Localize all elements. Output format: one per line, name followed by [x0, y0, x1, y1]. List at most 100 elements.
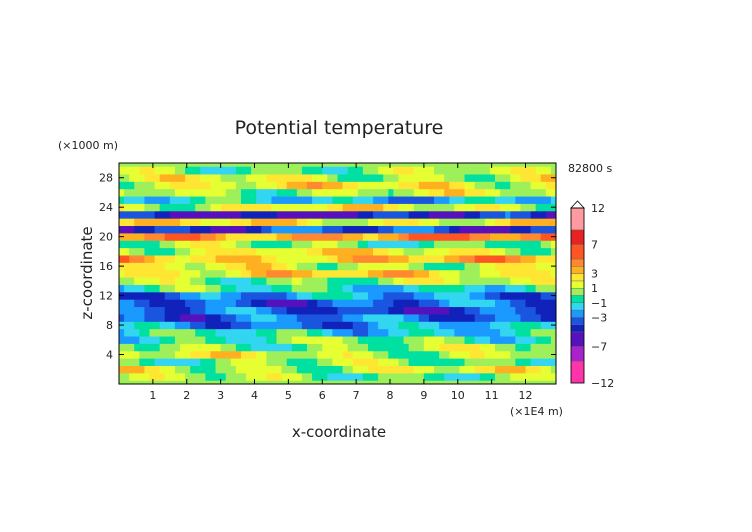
- heatmap-cell: [505, 210, 511, 219]
- heatmap-cell: [235, 225, 242, 234]
- heatmap-cell: [276, 218, 283, 227]
- heatmap-cell: [225, 174, 232, 182]
- heatmap-cell: [327, 291, 333, 300]
- heatmap-cell: [408, 196, 415, 204]
- heatmap-cell: [484, 358, 491, 366]
- heatmap-cell: [190, 196, 196, 204]
- heatmap-cell: [520, 358, 526, 366]
- heatmap-cell: [215, 291, 222, 300]
- heatmap-cell: [230, 166, 237, 175]
- heatmap-cell: [240, 232, 247, 241]
- heatmap-cell: [134, 336, 140, 344]
- heatmap-cell: [535, 196, 542, 204]
- heatmap-cell: [190, 291, 196, 300]
- heatmap-cell: [489, 321, 496, 330]
- heatmap-cell: [337, 269, 343, 278]
- heatmap-cell: [159, 350, 166, 359]
- heatmap-band: [119, 166, 557, 175]
- heatmap-cell: [373, 358, 379, 366]
- heatmap-cell: [164, 306, 171, 315]
- heatmap-cell: [530, 284, 537, 293]
- heatmap-cell: [256, 358, 262, 366]
- y-tick-label: 20: [99, 231, 113, 244]
- heatmap-cell: [352, 306, 359, 315]
- heatmap-cell: [261, 321, 267, 330]
- heatmap-cell: [464, 299, 471, 308]
- heatmap-cell: [489, 328, 496, 337]
- heatmap-cell: [342, 299, 349, 308]
- heatmap-cell: [403, 262, 410, 271]
- heatmap-cell: [327, 306, 333, 315]
- heatmap-cell: [251, 188, 257, 197]
- heatmap-cell: [174, 196, 181, 204]
- heatmap-cell: [307, 321, 313, 330]
- heatmap-cell: [535, 336, 542, 344]
- heatmap-cell: [520, 350, 526, 359]
- heatmap-cell: [469, 174, 476, 182]
- heatmap-cell: [474, 262, 481, 271]
- heatmap-cell: [266, 306, 272, 315]
- heatmap-cell: [367, 225, 374, 234]
- heatmap-cell: [119, 225, 125, 234]
- heatmap-cell: [545, 336, 552, 344]
- heatmap-cell: [520, 372, 526, 381]
- heatmap-cell: [337, 284, 343, 293]
- heatmap-cell: [454, 203, 460, 212]
- heatmap-cell: [520, 306, 526, 315]
- heatmap-cell: [500, 350, 506, 359]
- heatmap-cell: [159, 269, 166, 278]
- heatmap-cell: [428, 336, 435, 344]
- heatmap-cell: [479, 262, 486, 271]
- heatmap-cell: [240, 299, 247, 308]
- heatmap-cell: [530, 358, 537, 366]
- heatmap-cell: [342, 284, 349, 293]
- heatmap-cell: [327, 269, 333, 278]
- heatmap-cell: [271, 269, 277, 278]
- heatmap-cell: [301, 372, 308, 381]
- heatmap-cell: [281, 277, 288, 285]
- heatmap-cell: [215, 336, 222, 344]
- heatmap-cell: [169, 321, 176, 330]
- heatmap-cell: [423, 269, 430, 278]
- heatmap-cell: [210, 372, 216, 381]
- heatmap-cell: [383, 291, 389, 300]
- heatmap-cell: [307, 299, 313, 308]
- heatmap-cell: [378, 210, 384, 219]
- heatmap-cell: [520, 336, 526, 344]
- heatmap-cell: [195, 255, 201, 263]
- heatmap-cell: [393, 284, 399, 293]
- heatmap-cell: [540, 291, 547, 300]
- heatmap-cell: [545, 196, 552, 204]
- heatmap-cell: [164, 225, 171, 234]
- heatmap-cell: [418, 343, 425, 352]
- heatmap-cell: [149, 203, 155, 212]
- heatmap-cell: [413, 218, 420, 227]
- heatmap-cell: [210, 188, 216, 197]
- heatmap-cell: [144, 255, 150, 263]
- heatmap-cell: [403, 284, 410, 293]
- heatmap-cell: [266, 328, 272, 337]
- heatmap-cell: [322, 350, 328, 359]
- colorbar-swatch: [570, 309, 585, 318]
- heatmap-cell: [545, 188, 552, 197]
- heatmap-cell: [276, 350, 283, 359]
- heatmap-cell: [515, 240, 521, 249]
- heatmap-cell: [124, 255, 130, 263]
- heatmap-cell: [124, 328, 130, 337]
- heatmap-cell: [240, 314, 247, 322]
- heatmap-cell: [230, 277, 237, 285]
- heatmap-cell: [210, 291, 216, 300]
- heatmap-cell: [357, 247, 364, 256]
- heatmap-cell: [383, 299, 389, 308]
- heatmap-cell: [271, 328, 277, 337]
- heatmap-cell: [378, 358, 384, 366]
- heatmap-cell: [190, 232, 196, 241]
- heatmap-cell: [530, 188, 537, 197]
- heatmap-cell: [378, 277, 384, 285]
- heatmap-band: [119, 225, 557, 234]
- heatmap-cell: [322, 262, 328, 271]
- heatmap-cell: [312, 203, 318, 212]
- heatmap-cell: [535, 372, 542, 381]
- heatmap-cell: [144, 299, 150, 308]
- heatmap-cell: [291, 232, 298, 241]
